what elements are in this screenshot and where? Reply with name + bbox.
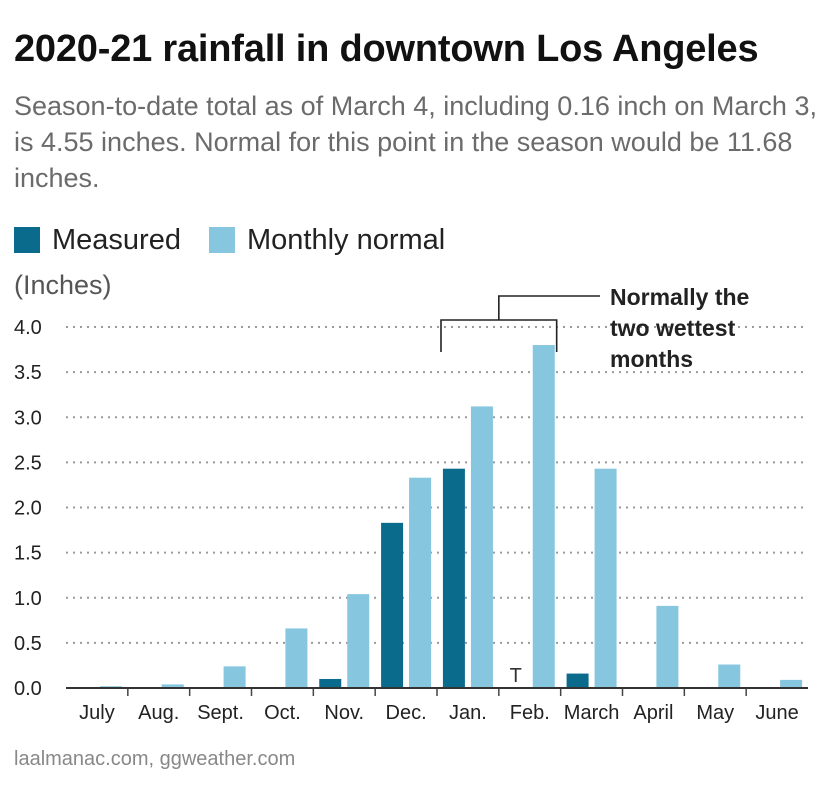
legend-item-normal: Monthly normal xyxy=(208,223,446,257)
x-tick-label: June xyxy=(755,702,798,724)
x-tick-label: Sept. xyxy=(197,702,244,724)
legend-label-normal: Monthly normal xyxy=(246,223,446,256)
source-credit: laalmanac.com, ggweather.com xyxy=(14,748,296,770)
x-tick-label: March xyxy=(564,702,620,724)
y-tick-label: 2.5 xyxy=(14,452,42,474)
x-tick-label: July xyxy=(79,702,115,724)
annotation-text: Normally the xyxy=(610,284,749,310)
bar-measured xyxy=(566,673,589,688)
bar-normal xyxy=(347,594,370,688)
chart-subtitle: Season-to-date total as of March 4, incl… xyxy=(14,91,817,193)
annotation-text: two wettest xyxy=(610,315,736,341)
bar-normal xyxy=(161,684,184,688)
y-tick-label: 4.0 xyxy=(14,317,42,339)
bar-normal xyxy=(409,477,432,688)
x-tick-label: April xyxy=(633,702,673,724)
y-tick-label: 1.5 xyxy=(14,543,42,565)
x-tick-label: Feb. xyxy=(510,702,550,724)
x-tick-label: Dec. xyxy=(386,702,427,724)
x-tick-label: Jan. xyxy=(449,702,487,724)
y-tick-label: 3.5 xyxy=(14,362,42,384)
legend-swatch-normal xyxy=(208,227,235,253)
x-tick-label: Nov. xyxy=(324,702,364,724)
bar-normal xyxy=(656,605,679,688)
bar-normal xyxy=(780,679,803,688)
bar-normal xyxy=(470,406,493,688)
bar-measured xyxy=(319,678,342,688)
y-tick-label: 1.0 xyxy=(14,588,42,610)
y-tick-label: 0.0 xyxy=(14,678,42,700)
bar-normal xyxy=(594,468,617,688)
y-tick-label: 0.5 xyxy=(14,633,42,655)
x-tick-label: May xyxy=(696,702,734,724)
legend-swatch-measured xyxy=(14,227,40,253)
legend: Measured Monthly normal xyxy=(14,222,473,258)
bar-normal xyxy=(223,666,246,688)
bar-normal xyxy=(718,664,741,688)
annotation-bracket xyxy=(440,295,600,352)
chart-title: 2020-21 rainfall in downtown Los Angeles xyxy=(14,28,759,70)
legend-label-measured: Measured xyxy=(52,223,181,256)
x-tick-label: Oct. xyxy=(264,702,301,724)
x-tick-label: Aug. xyxy=(138,702,179,724)
bar-normal xyxy=(532,345,555,688)
trace-label: T xyxy=(510,665,522,687)
y-tick-label: 2.0 xyxy=(14,498,42,520)
y-tick-label: 3.0 xyxy=(14,407,42,429)
annotation-text: months xyxy=(610,346,693,372)
legend-item-measured: Measured xyxy=(14,224,181,257)
bar-normal xyxy=(285,628,308,688)
bar-measured xyxy=(381,522,404,688)
y-axis-unit-label: (Inches) xyxy=(14,270,112,300)
bar-measured xyxy=(442,468,465,688)
